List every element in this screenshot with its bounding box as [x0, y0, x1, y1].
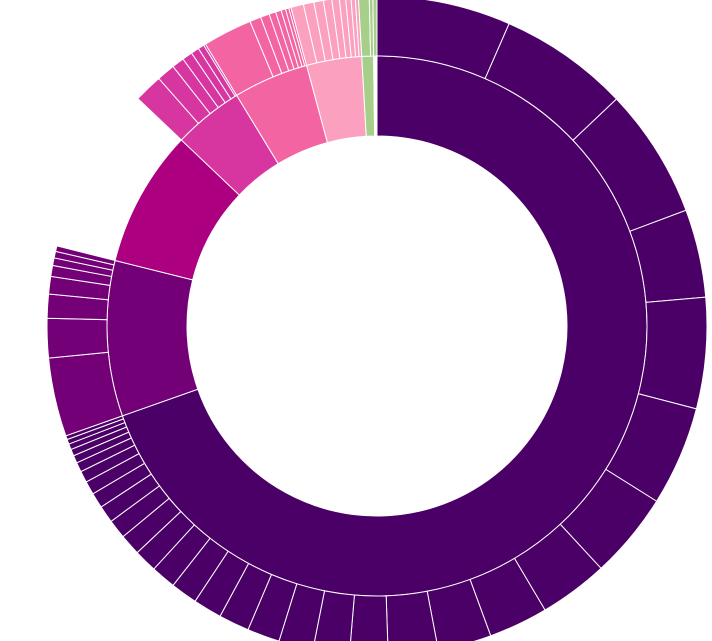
inner-ring [106, 55, 648, 597]
outer-segment-1-5 [637, 296, 708, 410]
outer-segment-2-8 [54, 245, 116, 266]
outer-ring [46, 0, 708, 641]
outer-segment-8-1 [372, 0, 378, 57]
outer-segment-2-2 [46, 317, 109, 359]
outer-segment-1-12 [350, 594, 389, 641]
inner-segment-2 [106, 259, 199, 417]
inner-segment-8 [373, 55, 378, 137]
